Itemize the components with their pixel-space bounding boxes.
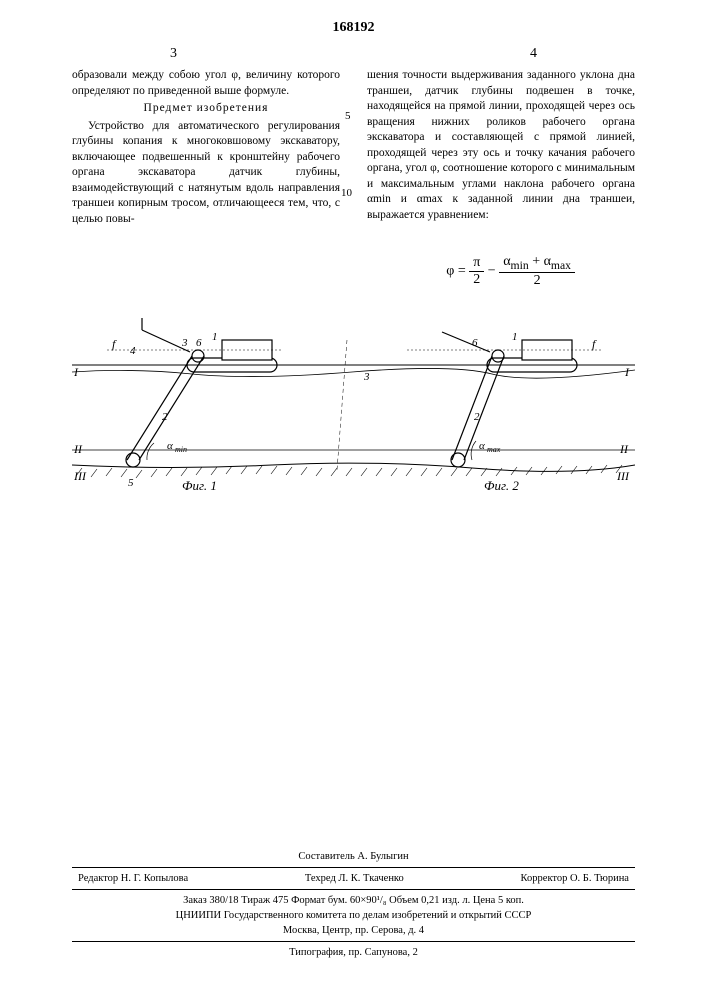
svg-text:α: α <box>479 440 485 452</box>
footer-line6: Типография, пр. Сапунова, 2 <box>72 945 635 960</box>
svg-text:III: III <box>616 469 630 483</box>
footer-editor: Редактор Н. Г. Копылова <box>78 873 188 884</box>
svg-text:3: 3 <box>181 337 188 349</box>
svg-text:1: 1 <box>212 331 218 343</box>
svg-text:min: min <box>175 445 187 454</box>
left-p1: образовали между собою угол φ, величину … <box>72 68 340 99</box>
footer-line5: Москва, Центр, пр. Серова, д. 4 <box>72 923 635 938</box>
svg-text:1: 1 <box>512 331 518 343</box>
svg-text:Фиг. 1: Фиг. 1 <box>182 478 217 493</box>
svg-text:4: 4 <box>130 345 136 357</box>
svg-text:III: III <box>73 469 87 483</box>
footer: Составитель А. Булыгин Редактор Н. Г. Ко… <box>72 849 635 960</box>
svg-text:Фиг. 2: Фиг. 2 <box>484 478 519 493</box>
footer-line3: Заказ 380/18 Тираж 475 Формат бум. 60×90… <box>72 893 635 908</box>
right-p1: шения точности выдерживания заданного ук… <box>367 68 635 223</box>
formula: φ = π2 − αmin + αmax2 <box>446 254 575 289</box>
svg-text:6: 6 <box>196 337 202 349</box>
patent-number: 168192 <box>0 20 707 36</box>
svg-text:6: 6 <box>472 337 478 349</box>
svg-text:2: 2 <box>474 411 480 423</box>
svg-text:3: 3 <box>363 371 370 383</box>
svg-text:2: 2 <box>162 411 168 423</box>
footer-tech: Техред Л. К. Ткаченко <box>305 873 404 884</box>
line-number-10: 10 <box>341 187 352 199</box>
page-number-right: 4 <box>530 46 537 62</box>
svg-text:f: f <box>112 337 117 351</box>
svg-text:f: f <box>592 337 597 351</box>
footer-corrector: Корректор О. Б. Тюрина <box>521 873 629 884</box>
svg-text:I: I <box>624 365 630 379</box>
claims-heading: Предмет изобретения <box>72 101 340 117</box>
figure: f f I I II II III III αmin αmax Фиг. 1 Ф… <box>72 310 635 500</box>
footer-line4: ЦНИИПИ Государственного комитета по дела… <box>72 908 635 923</box>
svg-text:5: 5 <box>128 477 134 489</box>
page-number-left: 3 <box>170 46 177 62</box>
left-p2: Устройство для автоматического регулиров… <box>72 119 340 228</box>
left-column: образовали между собою угол φ, величину … <box>72 68 340 229</box>
svg-text:α: α <box>167 440 173 452</box>
line-number-5: 5 <box>345 110 351 122</box>
right-column: шения точности выдерживания заданного ук… <box>367 68 635 225</box>
svg-text:II: II <box>73 442 83 456</box>
footer-composer: Составитель А. Булыгин <box>72 849 635 864</box>
svg-text:II: II <box>619 442 629 456</box>
svg-text:max: max <box>487 445 501 454</box>
